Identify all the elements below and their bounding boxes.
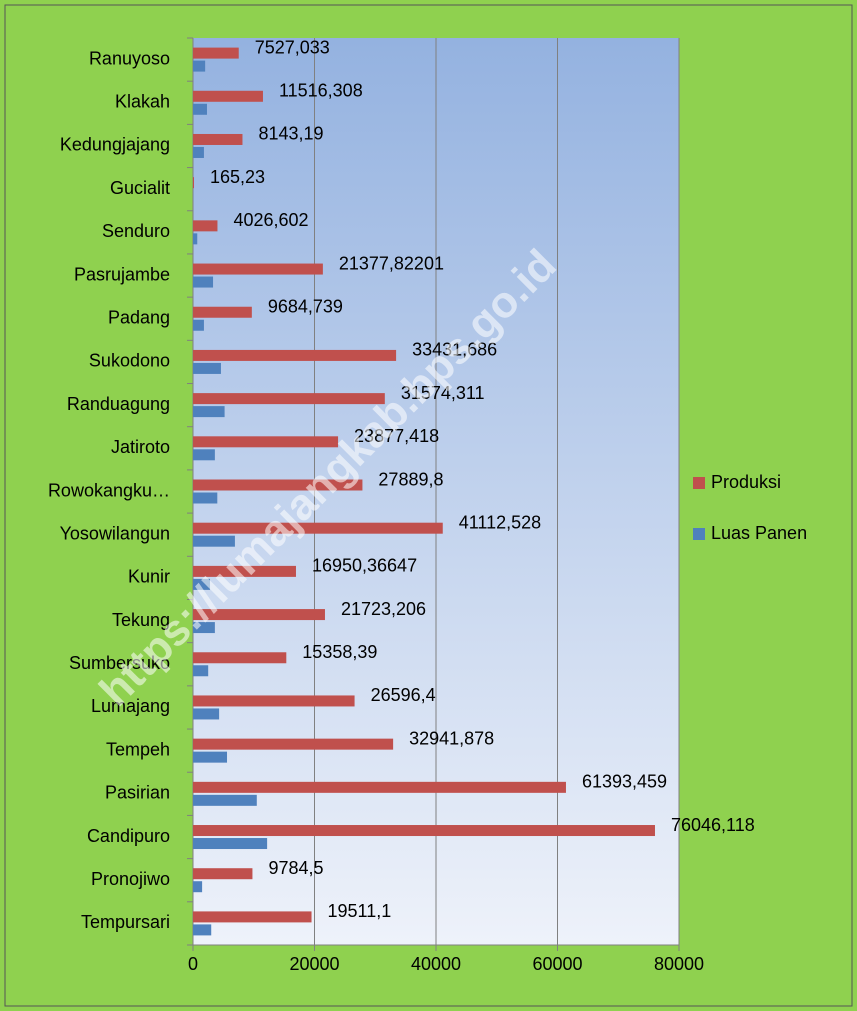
bar: [193, 738, 394, 750]
y-tick-label: Pasrujambe: [74, 264, 170, 284]
bar: [193, 306, 252, 318]
x-tick-label: 40000: [411, 954, 461, 974]
bar: [193, 103, 207, 115]
bar: [193, 881, 203, 893]
legend-swatch: [693, 477, 705, 489]
data-label: 21723,206: [341, 599, 426, 619]
legend-swatch: [693, 528, 705, 540]
data-label: 21377,82201: [339, 253, 444, 273]
y-tick-label: Randuagung: [67, 394, 170, 414]
data-label: 11516,308: [279, 81, 363, 101]
data-label: 9684,739: [268, 296, 343, 316]
data-label: 41112,528: [459, 512, 541, 532]
bar: [193, 565, 296, 577]
bar: [193, 220, 218, 232]
bar: [193, 393, 385, 405]
bar: [193, 90, 263, 102]
bar: [193, 652, 287, 664]
data-label: 7527,033: [255, 37, 330, 57]
y-tick-label: Tempeh: [106, 739, 170, 759]
bar: [193, 60, 206, 72]
y-tick-label: Lumajang: [91, 696, 170, 716]
bar: [193, 665, 209, 677]
bar: [193, 233, 198, 245]
y-tick-label: Kedungjajang: [60, 135, 170, 155]
data-label: 23877,418: [354, 426, 439, 446]
data-label: 16950,36647: [312, 556, 417, 576]
y-tick-label: Klakah: [115, 92, 170, 112]
bar: [193, 47, 239, 59]
data-label: 27889,8: [378, 469, 443, 489]
bar: [193, 133, 243, 145]
y-tick-label: Jatiroto: [111, 437, 170, 457]
data-label: 8143,19: [258, 124, 323, 144]
y-tick-label: Yosowilangun: [60, 523, 170, 543]
bar: [193, 825, 655, 837]
y-tick-label: Kunir: [128, 567, 170, 587]
y-tick-label: Tekung: [112, 610, 170, 630]
data-label: 26596,4: [371, 685, 436, 705]
bar: [193, 449, 215, 461]
bar: [193, 349, 397, 361]
y-tick-label: Candipuro: [87, 826, 170, 846]
bar: [193, 177, 195, 189]
bar: [193, 362, 221, 374]
bar: [193, 911, 312, 923]
bar: [193, 924, 212, 936]
bar: [193, 436, 339, 448]
bar: [193, 868, 253, 880]
data-label: 76046,118: [671, 815, 755, 835]
bar: [193, 535, 235, 547]
data-label: 19511,1: [328, 901, 392, 921]
bar: [193, 751, 228, 763]
data-label: 32941,878: [409, 728, 494, 748]
bar: [193, 406, 225, 418]
bar: [193, 492, 218, 504]
x-tick-label: 60000: [532, 954, 582, 974]
y-tick-label: Pronojiwo: [91, 869, 170, 889]
bar: [193, 319, 204, 331]
x-tick-label: 20000: [289, 954, 339, 974]
bar: [193, 263, 323, 275]
bar: [193, 794, 257, 806]
frame: [4, 4, 853, 1007]
data-label: 33431,686: [412, 340, 497, 360]
legend-label: Produksi: [711, 472, 781, 492]
y-tick-label: Ranuyoso: [89, 48, 170, 68]
data-label: 31574,311: [401, 383, 485, 403]
data-label: 165,23: [210, 167, 265, 187]
y-tick-label: Senduro: [102, 221, 170, 241]
y-tick-label: Sumbersuko: [69, 653, 170, 673]
bar: [193, 781, 566, 793]
data-label: 61393,459: [582, 772, 667, 792]
data-label: 4026,602: [233, 210, 308, 230]
x-tick-label: 80000: [654, 954, 704, 974]
y-tick-label: Tempursari: [81, 912, 170, 932]
bar: [193, 609, 325, 621]
bar: [193, 695, 355, 707]
bar: [193, 479, 363, 491]
bar: [193, 276, 214, 288]
bar: [193, 708, 220, 720]
y-tick-label: Padang: [108, 307, 170, 327]
y-tick-label: Rowokangku…: [48, 480, 170, 500]
bar: [193, 146, 204, 158]
data-label: 15358,39: [302, 642, 377, 662]
bar: [193, 522, 443, 534]
bar: [193, 578, 211, 590]
x-tick-label: 0: [188, 954, 198, 974]
legend-label: Luas Panen: [711, 523, 807, 543]
bar: [193, 838, 268, 850]
bar: [193, 622, 215, 634]
y-tick-label: Pasirian: [105, 783, 170, 803]
y-tick-label: Gucialit: [110, 178, 170, 198]
y-tick-label: Sukodono: [89, 351, 170, 371]
data-label: 9784,5: [268, 858, 323, 878]
